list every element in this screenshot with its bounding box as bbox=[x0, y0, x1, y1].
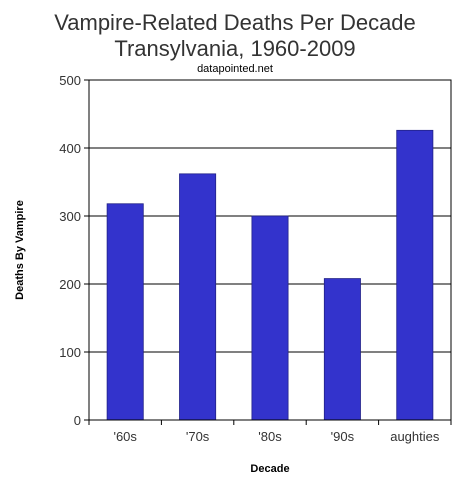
chart-source: datapointed.net bbox=[197, 63, 273, 75]
y-tick-label: 0 bbox=[74, 413, 81, 428]
x-tick-label: aughties bbox=[390, 429, 440, 444]
y-tick-label: 100 bbox=[59, 345, 81, 360]
x-tick-label: '80s bbox=[258, 429, 282, 444]
x-tick-label: '60s bbox=[113, 429, 137, 444]
x-tick-label: '70s bbox=[186, 429, 210, 444]
bar bbox=[106, 203, 144, 421]
y-tick-label: 400 bbox=[59, 141, 81, 156]
plot-frame bbox=[88, 79, 452, 421]
axes bbox=[84, 79, 452, 425]
bar bbox=[251, 215, 289, 421]
x-tick-labels: '60s '70s '80s '90s aughties bbox=[113, 429, 439, 444]
y-tick-label: 500 bbox=[59, 73, 81, 88]
chart-subtitle: Transylvania, 1960-2009 bbox=[114, 36, 356, 61]
y-tick-labels: 0 100 200 300 400 500 bbox=[59, 73, 81, 428]
bar bbox=[396, 129, 434, 421]
x-axis-title: Decade bbox=[250, 463, 289, 475]
y-tick-label: 300 bbox=[59, 209, 81, 224]
y-tick-label: 200 bbox=[59, 277, 81, 292]
bars bbox=[106, 129, 434, 421]
bar bbox=[323, 278, 361, 421]
chart-title: Vampire-Related Deaths Per Decade bbox=[54, 10, 416, 35]
bar bbox=[179, 173, 217, 421]
y-axis-title: Deaths By Vampire bbox=[14, 200, 26, 300]
x-tick-label: '90s bbox=[331, 429, 355, 444]
